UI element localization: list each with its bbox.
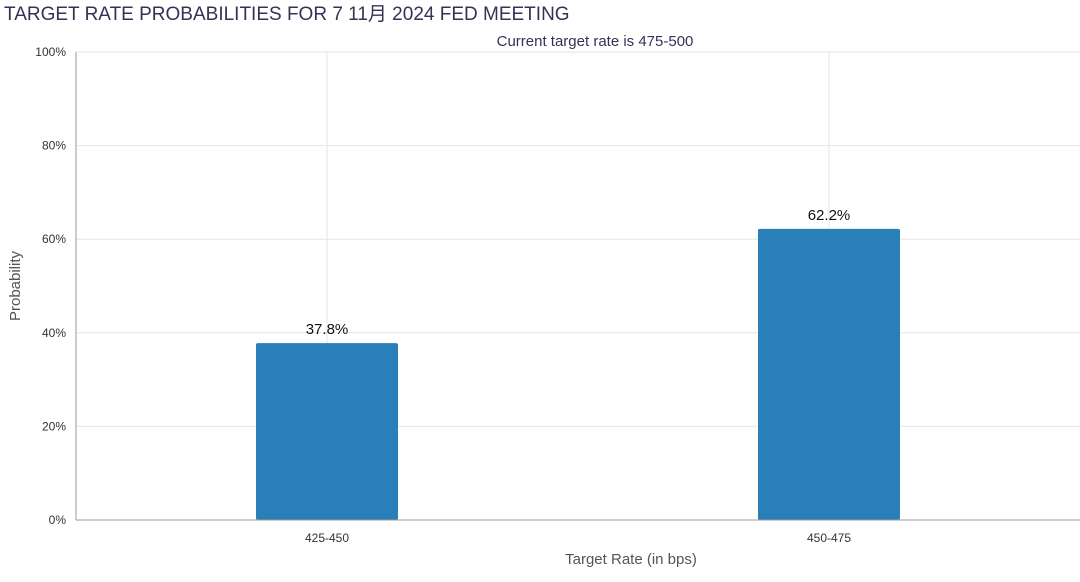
bar-425-450[interactable] [256,343,398,520]
bar-450-475[interactable] [758,228,900,521]
bar-data-label: 62.2% [808,207,851,224]
axes [75,52,1080,521]
chart-subtitle: Current target rate is 475-500 [497,33,694,50]
x-axis-title: Target Rate (in bps) [565,551,697,568]
y-tick-label: 80% [42,139,66,153]
y-tick-label: 20% [42,419,66,433]
bar-data-label: 37.8% [306,321,349,338]
grid-lines [76,51,1080,520]
y-tick-label: 0% [49,513,67,527]
x-tick-label: 450-475 [807,531,851,545]
bars [256,228,900,521]
chart-title: TARGET RATE PROBABILITIES FOR 7 11月 2024… [4,4,570,25]
x-tick-label: 425-450 [305,531,349,545]
y-tick-label: 100% [35,45,66,59]
y-tick-label: 60% [42,232,66,246]
labels: 0% 20% 40% 60% 80% 100% 37.8% 425-450 62.2% 450-4… [35,45,851,545]
y-tick-label: 40% [42,326,66,340]
y-axis-title: Probability [7,250,24,321]
